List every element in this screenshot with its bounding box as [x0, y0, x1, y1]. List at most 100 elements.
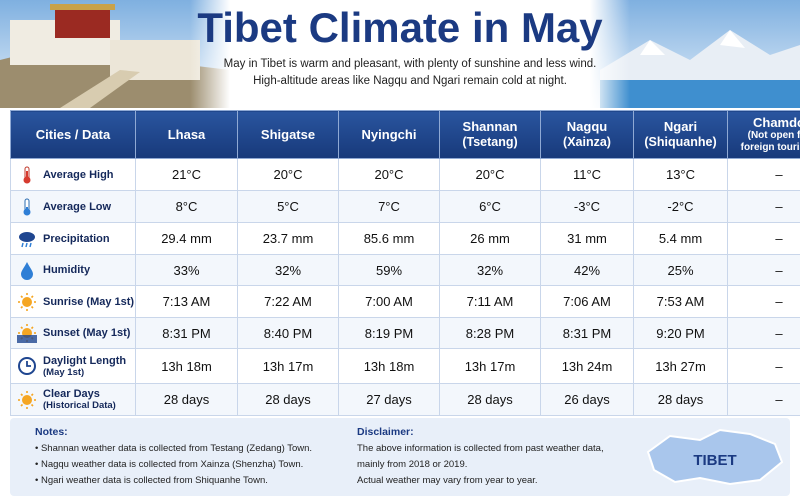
cell: 32% — [439, 254, 541, 286]
cell: 8:31 PM — [135, 317, 238, 349]
label-wrap: Daylight Length (May 1st) — [11, 355, 135, 378]
cell: 7:22 AM — [237, 285, 339, 318]
disclaimer-line: The above information is collected from … — [357, 443, 604, 454]
cell: 26 mm — [439, 222, 541, 255]
table-row: Daylight Length (May 1st) 13h 18m 13h 17m 13… — [10, 348, 800, 384]
subtitle: High-altitude areas like Nagqu and Ngari… — [253, 75, 567, 87]
label-text: Humidity — [43, 264, 90, 276]
cell: 20°C — [439, 158, 541, 191]
row-icon — [19, 231, 35, 247]
notes-panel: Notes: • Shannan weather data is collect… — [10, 418, 790, 496]
cell: – — [727, 348, 800, 384]
column-name: Ngari — [663, 119, 698, 134]
cell: 8:19 PM — [338, 317, 440, 349]
cell: 6°C — [439, 190, 541, 223]
row-label: Precipitation — [10, 222, 136, 255]
cell: 28 days — [439, 383, 541, 416]
climate-table: Cities / Data Lhasa Shigatse Nyingchi Shanna… — [10, 110, 800, 416]
cell: 28 days — [237, 383, 339, 416]
map: TIBET — [646, 428, 784, 486]
title: Tibet Climate in May — [197, 4, 603, 51]
cell: 31 mm — [540, 222, 634, 255]
label-wrap: Sunrise (May 1st) — [11, 292, 135, 312]
disclaimer-line: Actual weather may vary from year to yea… — [357, 475, 538, 486]
table-row: Sunset (May 1st) 8:31 PM 8:40 PM 8:19 PM 8:2… — [10, 317, 800, 349]
row-label: Average Low — [10, 190, 136, 223]
cell: 13°C — [633, 158, 728, 191]
cell: 7:13 AM — [135, 285, 238, 318]
cell: 9:20 PM — [633, 317, 728, 349]
cell: – — [727, 158, 800, 191]
cell: – — [727, 254, 800, 286]
column-header: Cities / Data — [10, 110, 136, 159]
cell: 8°C — [135, 190, 238, 223]
label-text: Average Low — [43, 201, 111, 213]
row-label: Clear Days (Historical Data) — [10, 383, 136, 416]
row-icon — [18, 292, 36, 311]
table-row: Average High 21°C 20°C 20°C 20°C 11°C 13°C – — [10, 158, 800, 191]
cell: 5°C — [237, 190, 339, 223]
bullet: • — [35, 443, 41, 454]
label-text: Daylight Length (May 1st) — [43, 355, 126, 378]
row-label: Average High — [10, 158, 136, 191]
row-icon — [18, 357, 36, 375]
cell: 25% — [633, 254, 728, 286]
label-wrap: Average High — [11, 165, 135, 185]
row-icon — [18, 390, 36, 409]
cell: – — [727, 317, 800, 349]
cell: 20°C — [338, 158, 440, 191]
column-name: Cities / Data — [35, 127, 111, 142]
cell: 26 days — [540, 383, 634, 416]
cell: – — [727, 222, 800, 255]
label: Clear Days — [43, 388, 100, 400]
cell: 85.6 mm — [338, 222, 440, 255]
label-wrap: Clear Days (Historical Data) — [11, 388, 135, 411]
cell: 13h 17m — [439, 348, 541, 384]
column-name: Shigatse — [260, 127, 316, 142]
header-art — [0, 0, 800, 108]
row-label: Daylight Length (May 1st) — [10, 348, 136, 384]
label-wrap: Sunset (May 1st) — [11, 323, 135, 343]
row-icon — [17, 324, 37, 343]
column-sub: (Shiquanhe) — [644, 135, 717, 149]
column-header: Shannan (Tsetang) — [439, 110, 541, 159]
column-name: Shannan — [462, 119, 518, 134]
cell: 59% — [338, 254, 440, 286]
label: Humidity — [43, 264, 91, 276]
cell: 21°C — [135, 158, 238, 191]
cell: 5.4 mm — [633, 222, 728, 255]
column-header: Nyingchi — [338, 110, 440, 159]
note-text: Ngari weather data is collected from Shi… — [40, 475, 268, 486]
cell: 13h 17m — [237, 348, 339, 384]
bullet: • — [35, 459, 41, 470]
cell: 8:31 PM — [540, 317, 634, 349]
column-sub: (Xainza) — [563, 135, 611, 149]
label-wrap: Humidity — [11, 260, 135, 280]
cell: 7:11 AM — [439, 285, 541, 318]
label-text: Sunset (May 1st) — [43, 327, 130, 339]
label-text: Sunrise (May 1st) — [43, 296, 134, 308]
cell: – — [727, 285, 800, 318]
row-icon — [21, 262, 33, 280]
cell: 28 days — [135, 383, 238, 416]
cell: 7:53 AM — [633, 285, 728, 318]
cell: 13h 24m — [540, 348, 634, 384]
notes-title: Notes: — [35, 426, 68, 438]
cell: 27 days — [338, 383, 440, 416]
cell: – — [727, 383, 800, 416]
table-row: Humidity 33% 32% 59% 32% 42% 25% – — [10, 254, 800, 286]
cell: 7:00 AM — [338, 285, 440, 318]
cell: 23.7 mm — [237, 222, 339, 255]
label-wrap: Average Low — [11, 197, 135, 217]
disclaimer-title: Disclaimer: — [357, 426, 414, 438]
column-name: Nyingchi — [361, 127, 417, 142]
cell: -2°C — [633, 190, 728, 223]
cell: 29.4 mm — [135, 222, 238, 255]
map-label: TIBET — [693, 452, 736, 469]
cell: 7°C — [338, 190, 440, 223]
label: Average High — [43, 168, 114, 181]
column-header: Shigatse — [237, 110, 339, 159]
label: Daylight Length — [43, 354, 127, 367]
cell: 32% — [237, 254, 339, 286]
